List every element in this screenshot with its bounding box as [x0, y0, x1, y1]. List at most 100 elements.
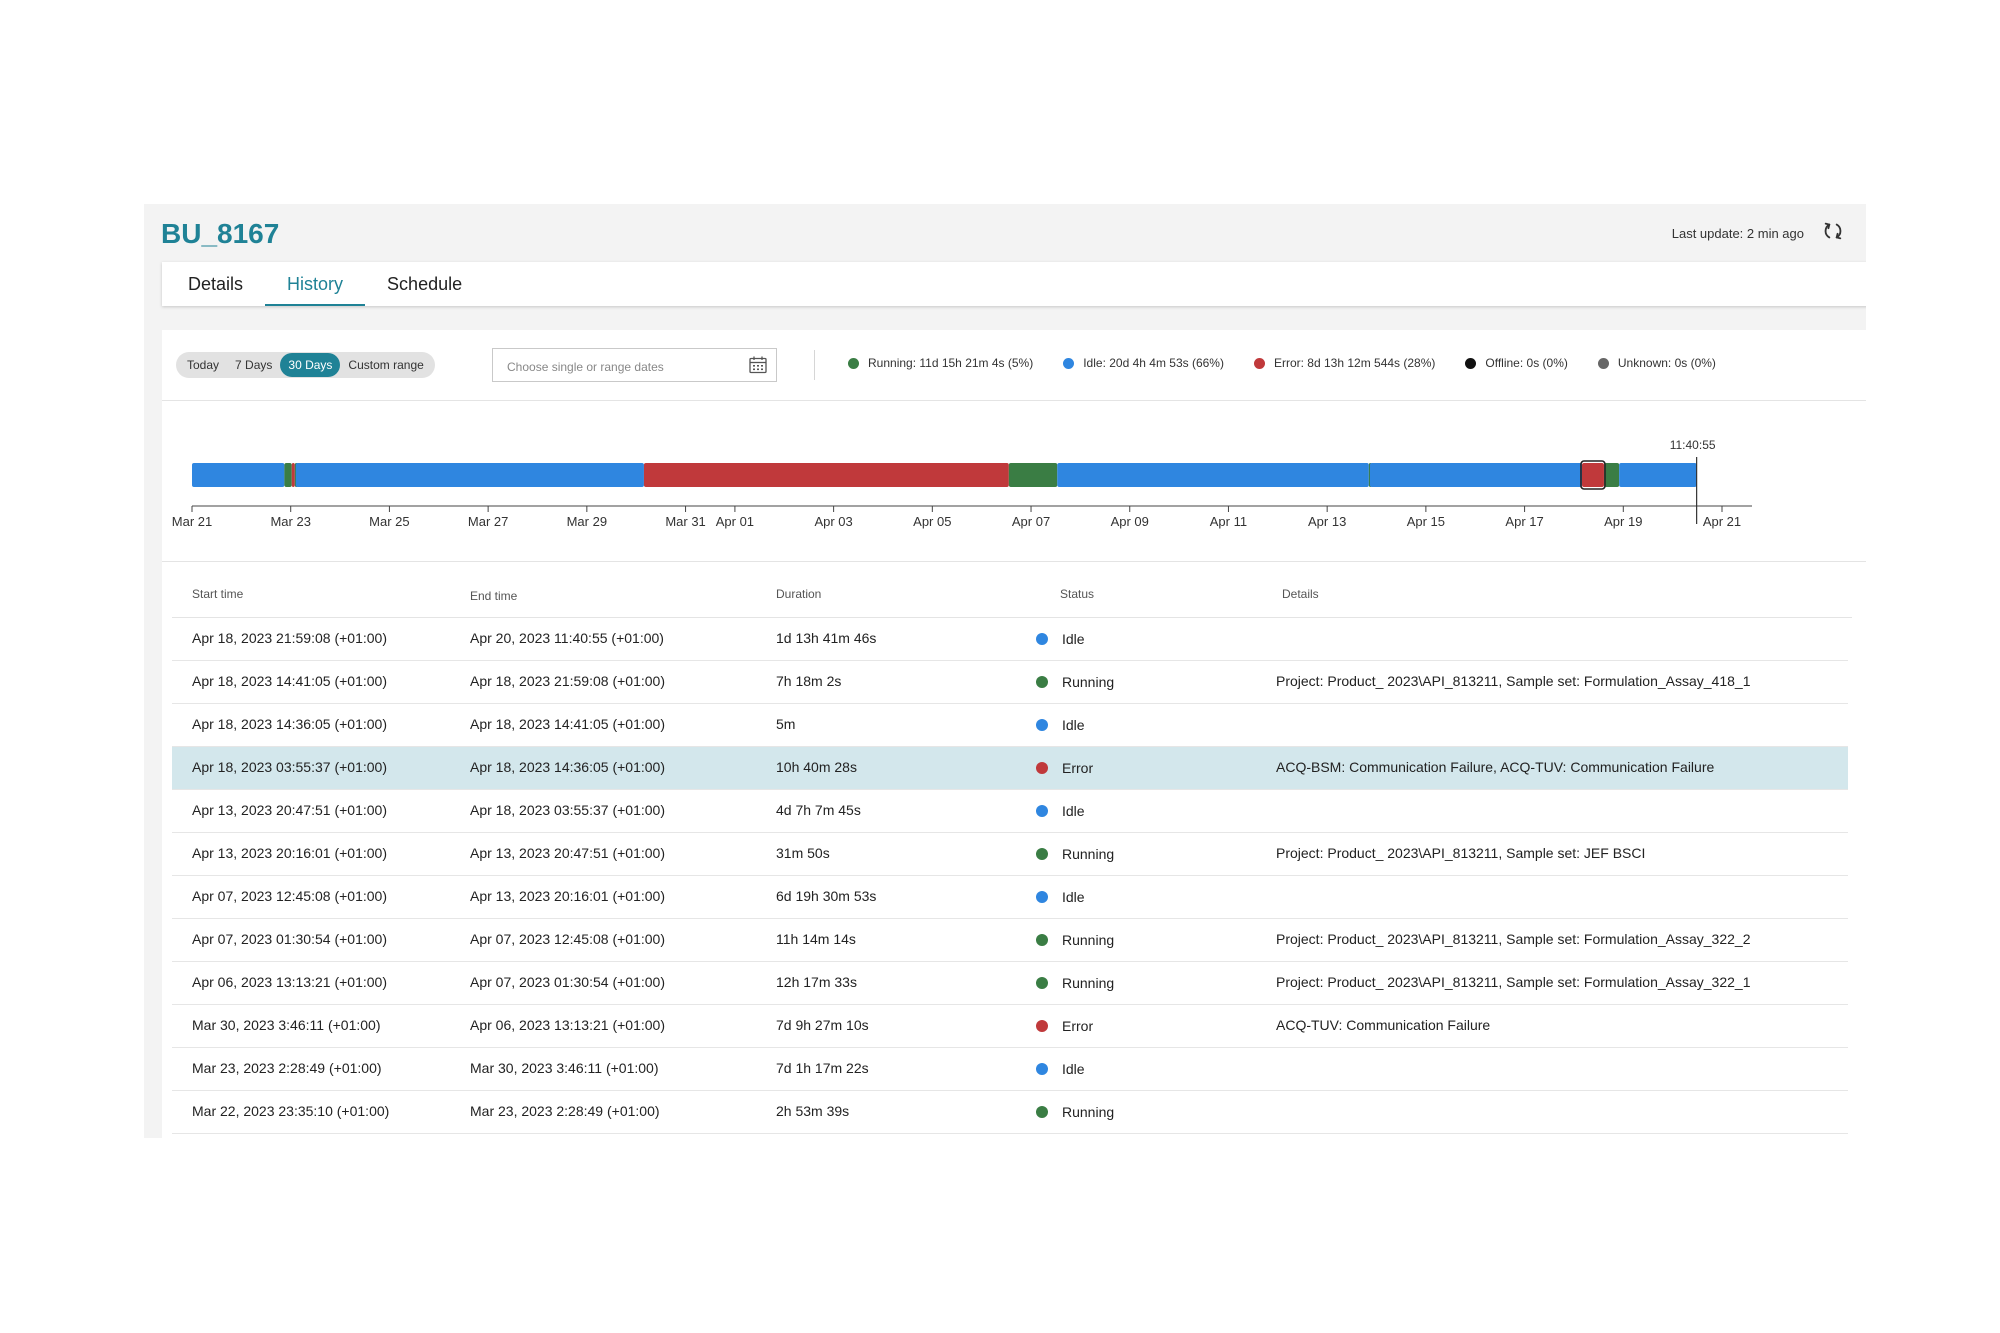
legend-offline-label: Offline: 0s (0%) — [1485, 356, 1568, 370]
status-dot-icon — [1036, 1106, 1048, 1118]
timeline-segment-running[interactable] — [1008, 463, 1058, 487]
timeline-segment-idle[interactable] — [1619, 463, 1697, 487]
table-row[interactable]: Apr 18, 2023 21:59:08 (+01:00) Apr 20, 20… — [172, 618, 1848, 661]
timeline-segment-idle[interactable] — [192, 463, 285, 487]
col-details-header[interactable]: Details — [1282, 587, 1319, 601]
row-duration: 10h 40m 28s — [776, 759, 857, 775]
row-start-time: Apr 18, 2023 14:36:05 (+01:00) — [192, 716, 387, 732]
row-start-time: Apr 18, 2023 14:41:05 (+01:00) — [192, 673, 387, 689]
table-row[interactable]: Apr 06, 2023 13:13:21 (+01:00) Apr 07, 20… — [172, 962, 1848, 1005]
timeline-segment-idle[interactable] — [295, 463, 644, 487]
row-status: Running — [1062, 846, 1115, 862]
row-details: Project: Product_ 2023\API_813211, Sampl… — [1276, 974, 1751, 990]
status-dot-icon — [1036, 805, 1048, 817]
legend-running: Running: 11d 15h 21m 4s (5%) — [848, 356, 1033, 370]
calendar-icon[interactable] — [748, 355, 768, 375]
col-start-time-header[interactable]: Start time — [192, 587, 244, 601]
table-row[interactable]: Mar 23, 2023 2:28:49 (+01:00) Mar 30, 202… — [172, 1048, 1848, 1091]
table-row[interactable]: Apr 13, 2023 20:47:51 (+01:00) Apr 18, 20… — [172, 790, 1848, 833]
table-row[interactable]: Mar 30, 2023 3:46:11 (+01:00) Apr 06, 202… — [172, 1005, 1848, 1048]
row-end-time: Apr 20, 2023 11:40:55 (+01:00) — [470, 630, 664, 646]
refresh-button[interactable] — [1818, 216, 1848, 246]
row-start-time: Apr 13, 2023 20:16:01 (+01:00) — [192, 845, 387, 861]
timeline-tick-label: Mar 31 — [665, 514, 705, 529]
timeline-tick-label: Apr 07 — [1012, 514, 1050, 529]
filter-bar: Today 7 Days 30 Days Custom range — [162, 330, 1866, 401]
range-30-days-button[interactable]: 30 Days — [280, 353, 341, 377]
row-duration: 7h 18m 2s — [776, 673, 842, 689]
col-status-header[interactable]: Status — [1060, 587, 1095, 601]
tab-schedule[interactable]: Schedule — [387, 274, 463, 294]
row-start-time: Apr 07, 2023 12:45:08 (+01:00) — [192, 888, 387, 904]
row-status: Idle — [1062, 631, 1085, 647]
range-today-button[interactable]: Today — [187, 358, 220, 372]
tab-history[interactable]: History — [265, 262, 366, 306]
current-time-label: 11:40:55 — [1670, 438, 1716, 452]
row-details: Project: Product_ 2023\API_813211, Sampl… — [1276, 931, 1751, 947]
row-start-time: Mar 30, 2023 3:46:11 (+01:00) — [192, 1017, 381, 1033]
range-selector: Today 7 Days 30 Days Custom range — [176, 352, 435, 378]
table-row[interactable]: Mar 22, 2023 20:55:38 (+01:00)Mar 23, 20… — [172, 1134, 1848, 1138]
offline-status-dot-icon — [1465, 357, 1477, 369]
filter-divider — [814, 350, 815, 380]
row-end-time: Apr 07, 2023 12:45:08 (+01:00) — [470, 931, 665, 947]
last-update-text: Last update: 2 min ago — [1671, 226, 1804, 241]
timeline-selection-marker[interactable] — [1580, 460, 1606, 490]
row-status: Running — [1062, 975, 1115, 991]
status-dot-icon — [1036, 676, 1048, 688]
status-dot-icon — [1036, 633, 1048, 645]
timeline-segment-running[interactable] — [284, 463, 292, 487]
timeline-segment-idle[interactable] — [1369, 463, 1582, 487]
legend-running-label: Running: 11d 15h 21m 4s (5%) — [868, 356, 1034, 370]
row-end-time: Apr 13, 2023 20:47:51 (+01:00) — [470, 845, 665, 861]
table-row[interactable]: Mar 22, 2023 23:35:10 (+01:00) Mar 23, 20… — [172, 1091, 1848, 1134]
timeline-tick-label: Apr 09 — [1111, 514, 1149, 529]
timeline-segment-error[interactable] — [291, 463, 295, 487]
timeline-tick-label: Apr 19 — [1604, 514, 1642, 529]
row-start-time: Apr 07, 2023 01:30:54 (+01:00) — [192, 931, 387, 947]
status-timeline: Mar 21 Mar 23 Mar 25 Mar 27 Mar 29 Mar 31 Apr … — [162, 401, 1866, 562]
table-row[interactable]: Apr 13, 2023 20:16:01 (+01:00) Apr 13, 20… — [172, 833, 1848, 876]
status-dot-icon — [1036, 848, 1048, 860]
timeline-tick-label: Apr 11 — [1210, 514, 1247, 529]
table-row[interactable]: Apr 18, 2023 14:36:05 (+01:00) Apr 18, 20… — [172, 704, 1848, 747]
row-status: Error — [1062, 1018, 1094, 1034]
timeline-segment-running[interactable] — [1604, 463, 1620, 487]
timeline-segment-idle[interactable] — [1057, 463, 1369, 487]
tab-details[interactable]: Details — [188, 274, 244, 294]
history-card: Today 7 Days 30 Days Custom range — [162, 330, 1866, 1138]
timeline-segment-error[interactable] — [643, 463, 1009, 487]
row-start-time: Apr 13, 2023 20:47:51 (+01:00) — [192, 802, 387, 818]
timeline-tick-label: Apr 05 — [913, 514, 951, 529]
row-status: Idle — [1062, 717, 1085, 733]
table-row[interactable]: Apr 07, 2023 12:45:08 (+01:00) Apr 13, 20… — [172, 876, 1848, 919]
row-end-time: Apr 13, 2023 20:16:01 (+01:00) — [470, 888, 665, 904]
table-row[interactable]: Apr 07, 2023 01:30:54 (+01:00) Apr 07, 20… — [172, 919, 1848, 962]
timeline-tick-label: Apr 01 — [716, 514, 754, 529]
tab-bar: Details History Schedule — [162, 262, 1866, 306]
row-end-time: Apr 18, 2023 21:59:08 (+01:00) — [470, 673, 665, 689]
running-status-dot-icon — [848, 357, 859, 369]
row-status: Running — [1062, 674, 1115, 690]
table-row[interactable]: Apr 18, 2023 03:55:37 (+01:00) Apr 18, 20… — [172, 747, 1848, 790]
range-7-days-button[interactable]: 7 Days — [235, 358, 273, 372]
timeline-tick-label: Apr 15 — [1407, 514, 1445, 529]
legend-idle-label: Idle: 20d 4h 4m 53s (66%) — [1083, 356, 1224, 370]
row-duration: 4d 7h 7m 45s — [776, 802, 861, 818]
date-range-input[interactable] — [505, 356, 739, 378]
timeline-segment-error[interactable] — [1581, 463, 1604, 487]
table-row[interactable]: Apr 18, 2023 14:41:05 (+01:00) Apr 18, 20… — [172, 661, 1848, 704]
legend-idle: Idle: 20d 4h 4m 53s (66%) — [1063, 356, 1224, 370]
col-duration-header[interactable]: Duration — [776, 587, 822, 601]
legend-offline: Offline: 0s (0%) — [1465, 356, 1568, 370]
idle-status-dot-icon — [1063, 357, 1075, 369]
col-end-time-header[interactable]: End time — [470, 589, 518, 603]
legend-unknown-label: Unknown: 0s (0%) — [1617, 356, 1716, 370]
row-status: Error — [1062, 760, 1094, 776]
range-custom-button[interactable]: Custom range — [348, 358, 424, 372]
legend-error-label: Error: 8d 13h 12m 544s (28%) — [1273, 356, 1436, 370]
row-duration: 11h 14m 14s — [776, 931, 856, 947]
row-duration: 12h 17m 33s — [776, 974, 857, 990]
date-range-field[interactable] — [492, 348, 777, 382]
row-end-time: Apr 07, 2023 01:30:54 (+01:00) — [470, 974, 665, 990]
